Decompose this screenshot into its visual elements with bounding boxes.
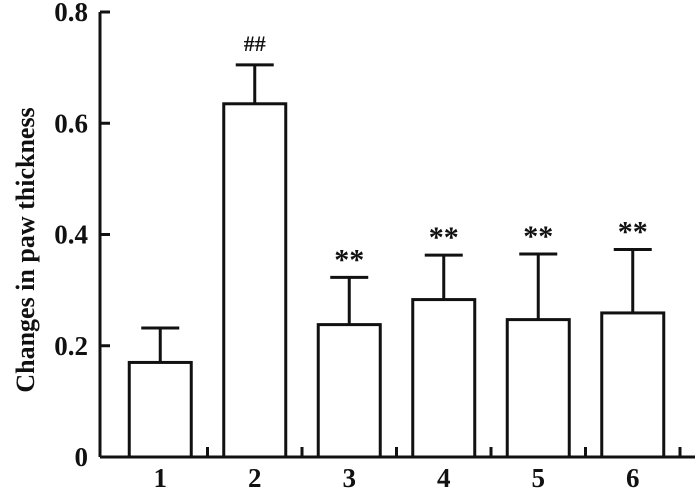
significance-label: **: [429, 221, 459, 254]
error-bars: [141, 63, 652, 363]
bar: [411, 298, 477, 459]
bar: [505, 318, 571, 459]
error-bar: [141, 326, 180, 363]
bar: [600, 311, 666, 459]
bar: [127, 360, 193, 459]
significance-annotations: ## ** ** ** **: [244, 31, 648, 276]
error-bar: [330, 275, 369, 325]
y-axis-label: Changes in paw thickness: [11, 107, 40, 392]
x-tick-label: 3: [343, 463, 357, 493]
x-tick-label: 1: [154, 463, 168, 493]
error-bar: [235, 63, 274, 104]
x-tick-label: 6: [626, 463, 640, 493]
bar: [316, 323, 382, 459]
significance-label: **: [523, 220, 553, 253]
error-bar: [424, 253, 463, 300]
y-tick-label: 0.6: [54, 108, 88, 138]
x-axis: 1 2 3 4 5 6: [100, 447, 695, 493]
x-tick-label: 4: [437, 463, 451, 493]
y-tick-label: 0.2: [54, 331, 88, 361]
y-tick-label: 0.4: [54, 220, 88, 250]
x-ticks: 1 2 3 4 5 6: [154, 447, 682, 493]
bar: [222, 102, 288, 459]
significance-label: **: [618, 216, 648, 249]
x-tick-label: 5: [532, 463, 546, 493]
significance-label: ##: [244, 31, 266, 56]
error-bar: [613, 248, 652, 313]
bars: [127, 102, 666, 459]
error-bar: [519, 252, 558, 320]
y-tick-label: 0.8: [54, 0, 88, 27]
y-tick-label: 0: [75, 442, 89, 472]
y-axis: 0 0.2 0.4 0.6 0.8: [54, 0, 110, 472]
significance-label: **: [334, 243, 364, 276]
x-tick-label: 2: [248, 463, 262, 493]
y-ticks: 0 0.2 0.4 0.6 0.8: [54, 0, 110, 472]
